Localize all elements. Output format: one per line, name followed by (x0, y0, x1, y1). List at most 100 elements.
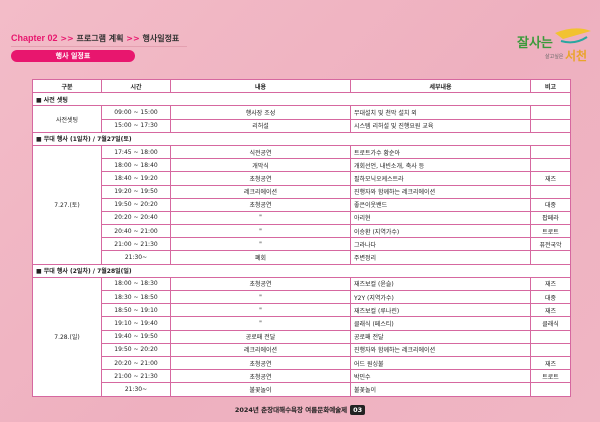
content-cell: 폐회 (170, 250, 351, 265)
breadcrumb-level2: 행사일정표 (142, 34, 180, 43)
content-cell: 초청공연 (170, 171, 351, 186)
time-cell: 19:20 ~ 19:50 (101, 184, 171, 199)
note-cell: 대중 (530, 197, 571, 212)
time-cell: 21:30~ (101, 250, 171, 265)
time-cell: 19:50 ~ 20:20 (101, 342, 171, 357)
content-cell: 초청공연 (170, 369, 351, 384)
time-cell: 20:20 ~ 20:40 (101, 210, 171, 226)
table-row: 21:00 ~ 21:30 초청공연 박민수 트로트 (33, 369, 571, 384)
content-cell: 불꽃놀이 (170, 382, 351, 397)
header-category: 구분 (32, 78, 102, 94)
note-cell (530, 118, 571, 133)
note-cell: 재즈 (530, 171, 571, 186)
note-cell (530, 158, 571, 173)
table-row: 18:00 ~ 18:40 개막식 개회선언, 내빈소개, 축사 등 (33, 158, 571, 173)
content-cell: " (170, 237, 351, 252)
content-cell: 초청공연 (170, 197, 351, 212)
footer: 2024년 춘장대해수욕장 여름문화예술제 03 (0, 404, 600, 415)
time-cell: 19:50 ~ 20:20 (101, 197, 171, 212)
note-cell: 팝페라 (530, 210, 571, 226)
details-cell: 진행자와 함께하는 레크리에이션 (350, 184, 531, 199)
section-title: ■ 무대 행사 (1일차) / 7월27일(토) (32, 131, 571, 146)
section-row: ■ 사전 셋팅 (32, 92, 571, 107)
breadcrumb-separator: >> (60, 34, 74, 43)
content-cell: 초청공연 (170, 355, 351, 371)
time-cell: 20:20 ~ 21:00 (101, 355, 171, 371)
note-cell: 재즈 (530, 276, 571, 292)
content-cell: 레크리에이션 (170, 184, 351, 199)
content-cell: 행사장 조성 (170, 105, 351, 120)
table-row: 20:40 ~ 21:00 " 이승환 (지역가수) 트로트 (33, 224, 571, 239)
table-row: 19:40 ~ 19:50 공로패 전달 공로패 전달 (33, 329, 571, 344)
divider (11, 46, 187, 47)
details-cell: 진행자와 함께하는 레크리에이션 (350, 342, 531, 357)
header-time: 시간 (101, 78, 171, 94)
table-header-row: 구분 시간 내용 세부내용 비고 (32, 78, 571, 94)
time-cell: 19:40 ~ 19:50 (101, 329, 171, 344)
table-row: 19:50 ~ 20:20 초청공연 좋은이웃밴드 대중 (33, 197, 571, 212)
page-number: 03 (350, 405, 366, 415)
table-row: 19:50 ~ 20:20 레크리에이션 진행자와 함께하는 레크리에이션 (33, 342, 571, 357)
header-note: 비고 (530, 78, 571, 94)
table-row: 19:10 ~ 19:40 " 클래식 (페스티) 클래식 (33, 316, 571, 331)
table-row: 21:00 ~ 21:30 " 그라나다 퓨전국악 (33, 237, 571, 252)
svg-text:서천: 서천 (565, 48, 587, 63)
group-cell: 사전셋팅 (32, 105, 102, 133)
content-cell: " (170, 224, 351, 239)
note-cell (530, 342, 571, 357)
header-details: 세부내용 (350, 78, 531, 94)
details-cell: 아리현 (350, 210, 531, 226)
time-cell: 17:45 ~ 18:00 (101, 144, 171, 160)
note-cell (530, 144, 571, 160)
breadcrumb-level1: 프로그램 계획 (76, 34, 124, 43)
time-cell: 19:10 ~ 19:40 (101, 316, 171, 331)
footer-text: 2024년 춘장대해수욕장 여름문화예술제 (234, 406, 348, 414)
note-cell (530, 105, 571, 120)
content-cell: 리허설 (170, 118, 351, 133)
content-cell: 공로패 전달 (170, 329, 351, 344)
content-cell: " (170, 289, 351, 305)
details-cell: 그라나다 (350, 237, 531, 252)
details-cell: 좋은이웃밴드 (350, 197, 531, 212)
section-row: ■ 무대 행사 (2일차) / 7월28일(일) (32, 263, 571, 278)
details-cell: 박민수 (350, 369, 531, 384)
time-cell: 09:00 ~ 15:00 (101, 105, 171, 120)
details-cell: 불꽃놀이 (350, 382, 531, 397)
details-cell: 시스템 리허설 및 진행요원 교육 (350, 118, 531, 133)
details-cell: 재즈보컬 (루나린) (350, 303, 531, 318)
table-row: 7.28.(일) 18:00 ~ 18:30 초청공연 재즈보컬 (윤슬) 재즈 (32, 276, 571, 397)
time-cell: 18:50 ~ 19:10 (101, 303, 171, 318)
breadcrumb: Chapter 02 >> 프로그램 계획 >> 행사일정표 (11, 33, 179, 44)
note-cell: 재즈 (530, 355, 571, 371)
time-cell: 20:40 ~ 21:00 (101, 224, 171, 239)
table-row: 18:50 ~ 19:10 " 재즈보컬 (루나린) 재즈 (33, 303, 571, 318)
event-schedule-table: 구분 시간 내용 세부내용 비고 ■ 사전 셋팅 사전셋팅 09:00 ~ 15:0… (32, 78, 571, 397)
note-cell (530, 250, 571, 265)
breadcrumb-separator: >> (126, 34, 140, 43)
time-cell: 18:00 ~ 18:30 (101, 276, 171, 292)
details-cell: 개회선언, 내빈소개, 축사 등 (350, 158, 531, 173)
time-cell: 21:00 ~ 21:30 (101, 369, 171, 384)
details-cell: 공로패 전달 (350, 329, 531, 344)
content-cell: 식전공연 (170, 144, 351, 160)
table-row: 사전셋팅 09:00 ~ 15:00 행사장 조성 무대설치 및 천막 설치 외 (32, 105, 571, 133)
details-cell: 필하모닉오케스트라 (350, 171, 531, 186)
content-cell: " (170, 210, 351, 226)
note-cell (530, 382, 571, 397)
time-cell: 18:00 ~ 18:40 (101, 158, 171, 173)
note-cell: 재즈 (530, 303, 571, 318)
time-cell: 21:30~ (101, 382, 171, 397)
details-cell: 무대설치 및 천막 설치 외 (350, 105, 531, 120)
table-row: 20:20 ~ 21:00 초청공연 어드 원싱불 재즈 (33, 355, 571, 371)
content-cell: 초청공연 (170, 276, 351, 292)
seocheon-logo: 잘사는 살고싶은 서천 (517, 28, 591, 63)
time-cell: 15:00 ~ 17:30 (101, 118, 171, 133)
content-cell: " (170, 316, 351, 331)
svg-text:잘사는: 잘사는 (517, 35, 553, 51)
content-cell: 개막식 (170, 158, 351, 173)
section-title: 행사 일정표 (11, 50, 135, 62)
content-cell: " (170, 303, 351, 318)
note-cell: 퓨전국악 (530, 237, 571, 252)
details-cell: Y2Y (지역가수) (350, 289, 531, 305)
section-title: ■ 사전 셋팅 (32, 92, 571, 107)
